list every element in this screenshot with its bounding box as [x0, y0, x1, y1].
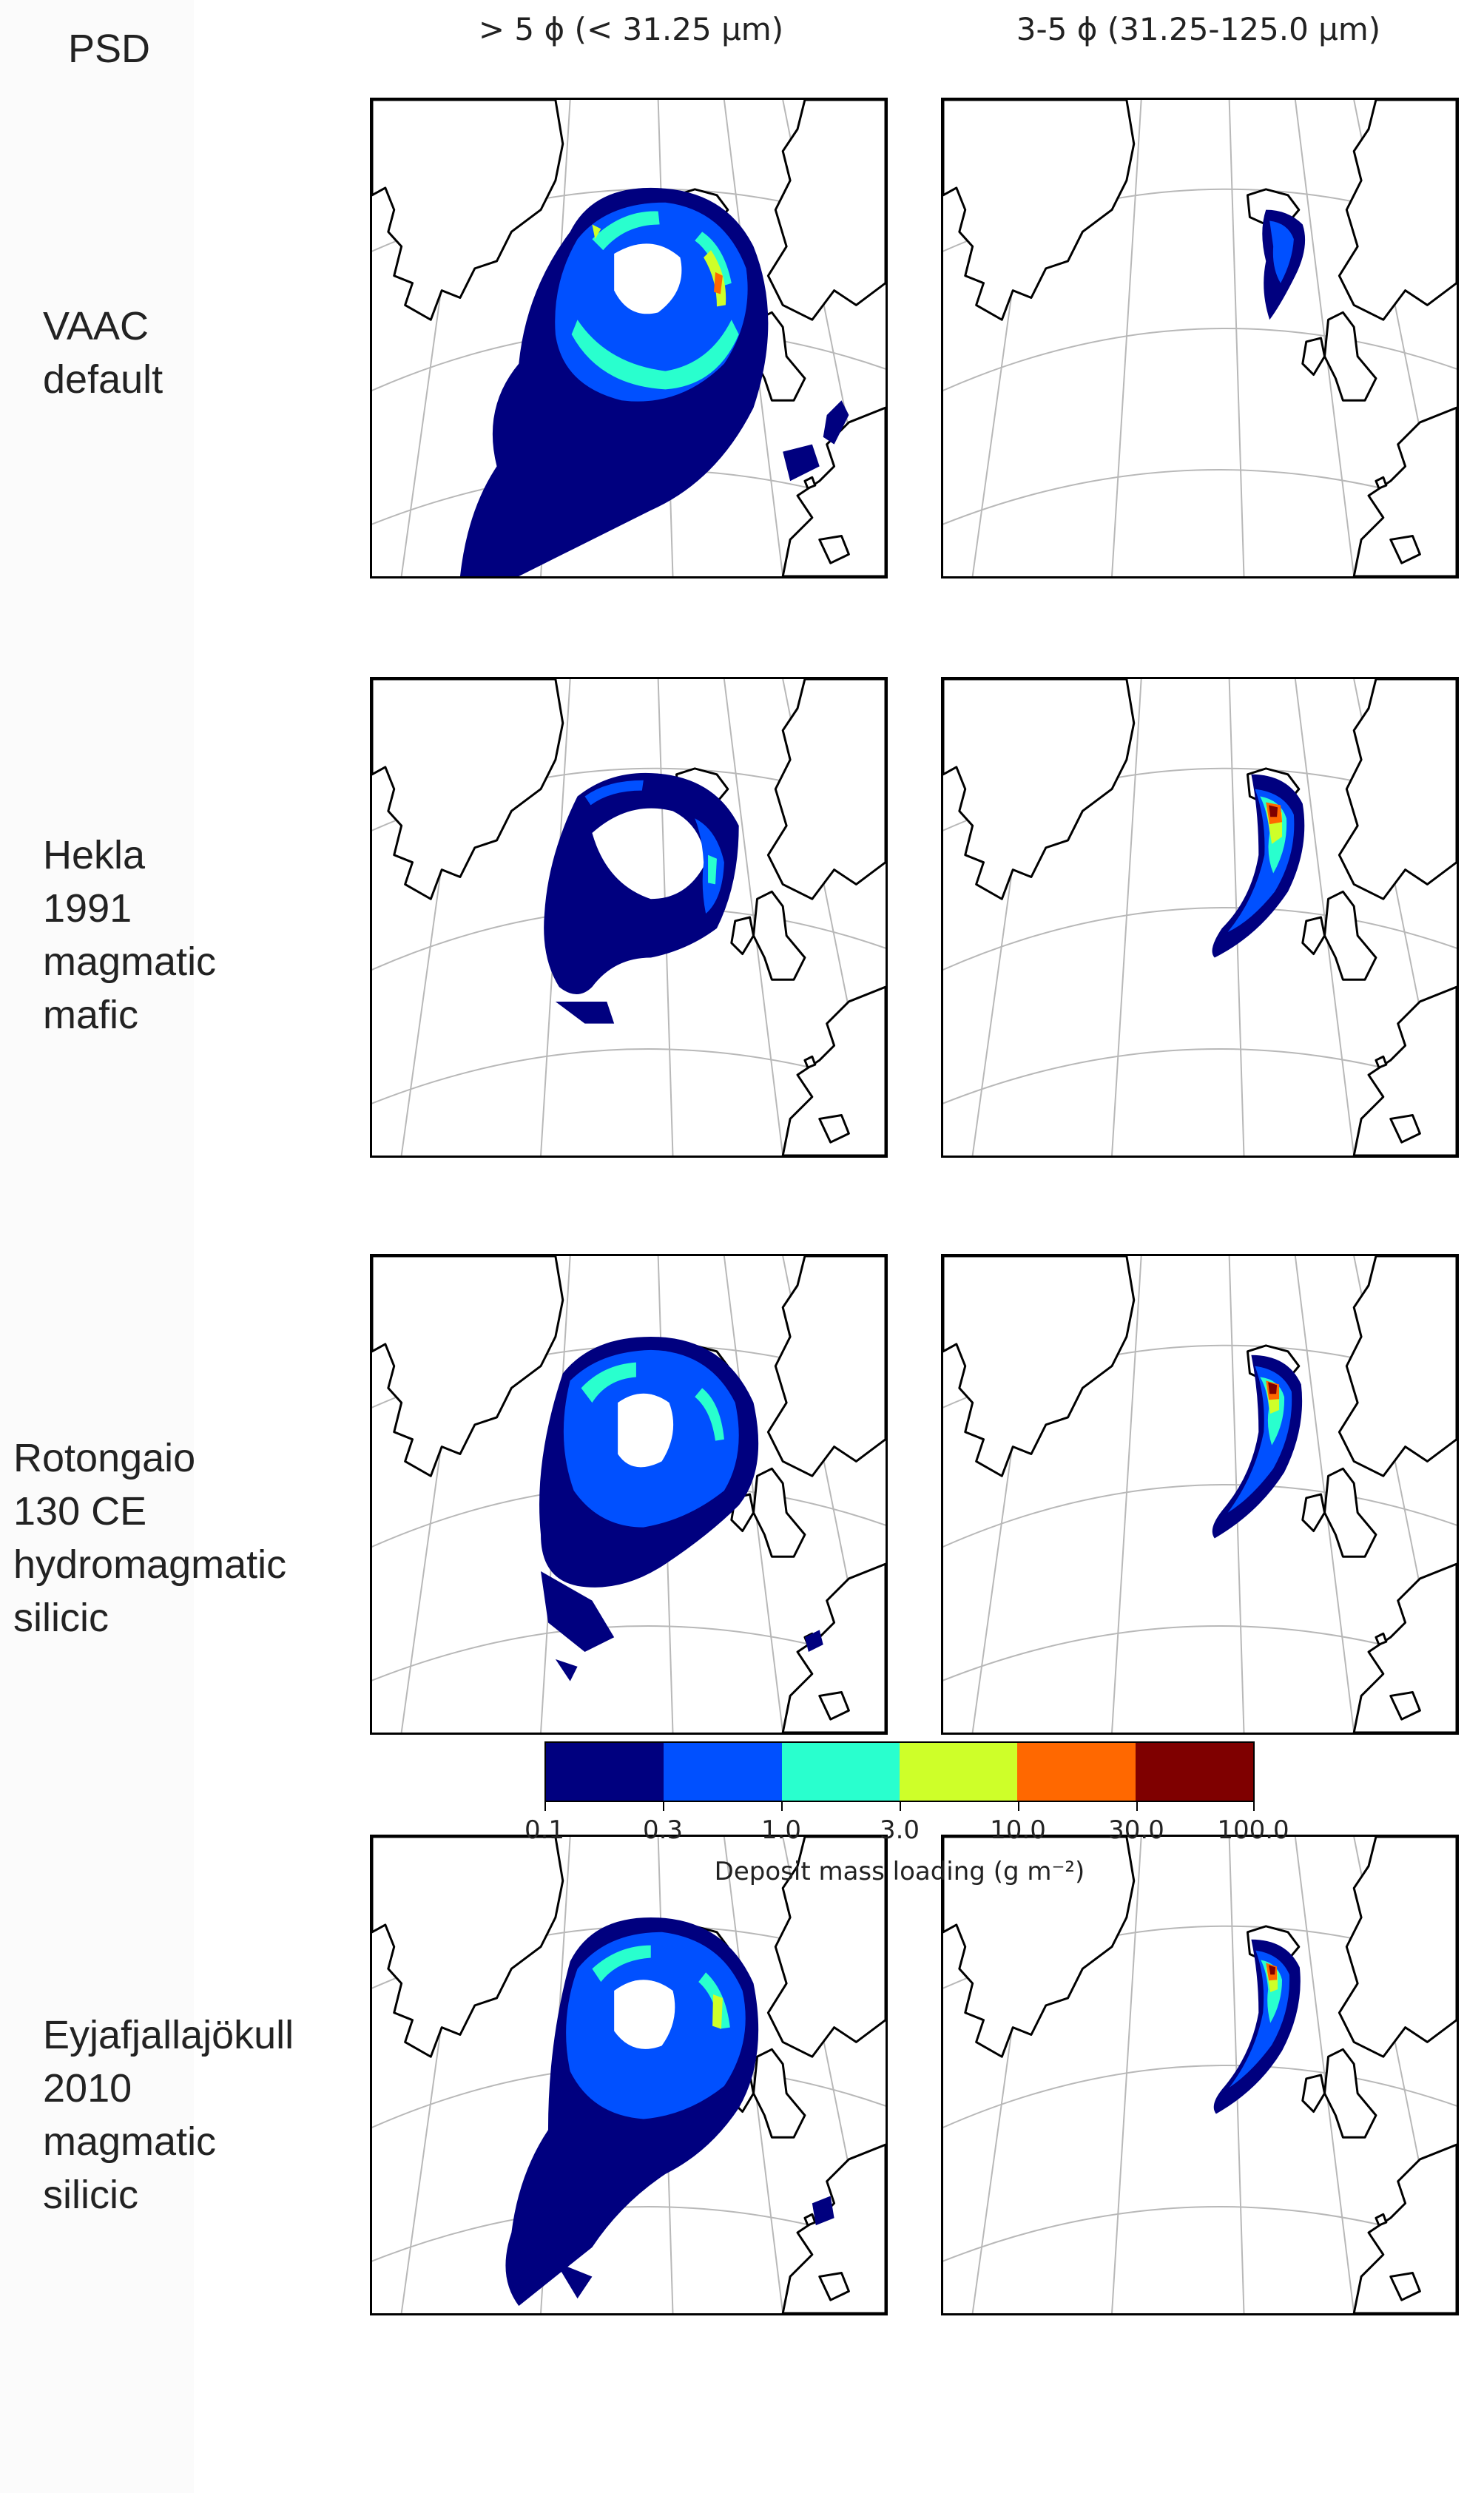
ash-deposit-map	[372, 1837, 886, 2313]
colorbar-tick-mark	[1253, 1802, 1255, 1811]
colorbar-segment-2	[664, 1743, 782, 1801]
ash-deposit-plume	[459, 187, 849, 576]
coastlines	[943, 100, 1457, 576]
colorbar-tick-mark	[1018, 1802, 1019, 1811]
map-panel-hekla-coarse	[941, 677, 1459, 1158]
colorbar	[544, 1741, 1255, 1802]
row-label-hekla-1991: Hekla 1991 magmatic mafic	[43, 833, 217, 1037]
psd-header: PSD	[68, 27, 151, 71]
sidebar-strip	[0, 0, 194, 2493]
column-header-fine: > 5 ϕ (< 31.25 μm)	[478, 11, 784, 47]
colorbar-tick-mark	[663, 1802, 664, 1811]
colorbar-tick-label: 10.0	[990, 1815, 1046, 1845]
colorbar-segment-1	[546, 1743, 664, 1801]
row-label-vaac-default: VAAC default	[43, 304, 163, 402]
row-label-eyjafjallajokull-2010: Eyjafjallajökull 2010 magmatic silicic	[43, 2013, 294, 2217]
colorbar-tick-mark	[544, 1802, 546, 1811]
coastlines	[943, 679, 1457, 1156]
ash-deposit-map	[943, 679, 1457, 1156]
ash-deposit-map	[372, 100, 886, 576]
ash-deposit-plume	[1212, 774, 1305, 958]
colorbar-tick-label: 1.0	[760, 1815, 802, 1845]
map-panel-eyjafjallajokull-fine	[370, 1835, 888, 2315]
ash-deposit-plume	[1262, 209, 1306, 320]
colorbar-tick-label: 0.1	[524, 1815, 565, 1845]
row-label-rotongaio-130ce: Rotongaio 130 CE hydromagmatic silicic	[13, 1436, 287, 1640]
colorbar-tick-labels: 0.1 0.3 1.0 3.0 10.0 30.0 100.0	[525, 1815, 1289, 1852]
coastlines	[943, 1837, 1457, 2313]
map-panel-hekla-fine	[370, 677, 888, 1158]
colorbar-tick-mark	[1136, 1802, 1138, 1811]
ash-deposit-plume	[505, 1917, 834, 2307]
coastlines	[372, 1256, 886, 1733]
ash-deposit-map	[943, 1256, 1457, 1733]
ash-deposit-map	[372, 1256, 886, 1733]
map-panel-vaac-coarse	[941, 98, 1459, 578]
colorbar-segment-6	[1135, 1743, 1253, 1801]
colorbar-segment-5	[1017, 1743, 1136, 1801]
column-header-coarse: 3-5 ϕ (31.25-125.0 μm)	[1016, 11, 1381, 47]
colorbar-tick-label: 30.0	[1108, 1815, 1164, 1845]
ash-deposit-plume	[1212, 1355, 1303, 1539]
colorbar-title: Deposit mass loading (g m⁻²)	[714, 1857, 1085, 1886]
colorbar-tick-mark	[781, 1802, 783, 1811]
ash-deposit-plume	[539, 1336, 823, 1681]
colorbar-tick-label: 100.0	[1217, 1815, 1289, 1845]
ash-deposit-map	[372, 679, 886, 1156]
colorbar-tick-mark	[900, 1802, 901, 1811]
map-panel-vaac-fine	[370, 98, 888, 578]
colorbar-segment-3	[781, 1743, 900, 1801]
map-panel-eyjafjallajokull-coarse	[941, 1835, 1459, 2315]
ash-deposit-map	[943, 1837, 1457, 2313]
map-panel-rotongaio-fine	[370, 1254, 888, 1735]
map-panel-rotongaio-coarse	[941, 1254, 1459, 1735]
ash-deposit-plume	[544, 772, 739, 1024]
ash-deposit-plume	[1213, 1939, 1301, 2114]
colorbar-tick-label: 3.0	[879, 1815, 920, 1845]
ash-deposit-map	[943, 100, 1457, 576]
colorbar-tick-label: 0.3	[642, 1815, 684, 1845]
colorbar-segment-4	[899, 1743, 1018, 1801]
coastlines	[372, 679, 886, 1156]
coastlines	[943, 1256, 1457, 1733]
